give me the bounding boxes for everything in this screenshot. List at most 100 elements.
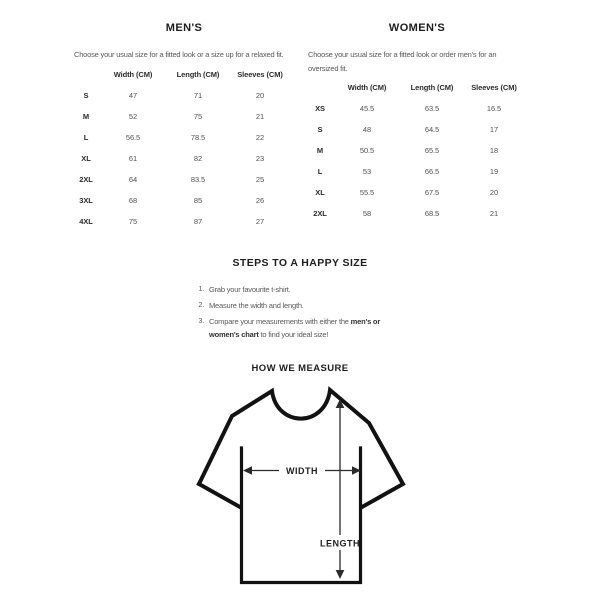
header-size-blank xyxy=(74,65,98,85)
step-number: 2. xyxy=(198,302,205,309)
header-width: Width (CM) xyxy=(113,69,153,79)
sleeves-value: 21 xyxy=(489,209,499,218)
length-value: 87 xyxy=(193,216,203,226)
mens-description: Choose your usual size for a fitted look… xyxy=(74,50,284,59)
length-label: LENGTH xyxy=(320,539,360,549)
size-label: 3XL xyxy=(79,195,93,205)
step-text: Grab your favourite t-shirt. xyxy=(209,285,291,294)
size-label: 4XL xyxy=(79,216,93,226)
mens-size-table: Width (CM) Length (CM) Sleeves (CM) S 47… xyxy=(74,65,294,232)
header-sleeves: Sleeves (CM) xyxy=(237,69,283,79)
step-number: 1. xyxy=(198,286,205,293)
table-row: L 56.5 78.5 22 xyxy=(74,127,294,148)
sleeves-value: 18 xyxy=(489,146,499,155)
table-row: XL 55.5 67.5 20 xyxy=(308,182,526,203)
width-value: 64 xyxy=(128,174,138,184)
tshirt-left-cuff xyxy=(196,481,243,510)
sleeves-value: 19 xyxy=(489,167,499,176)
mens-table-header-row: Width (CM) Length (CM) Sleeves (CM) xyxy=(74,65,294,85)
width-arrow: WIDTH xyxy=(243,462,361,479)
table-row: S 48 64.5 17 xyxy=(308,119,526,140)
sleeves-value: 23 xyxy=(255,153,265,163)
table-row: 3XL 68 85 26 xyxy=(74,190,294,211)
womens-size-table: Width (CM) Length (CM) Sleeves (CM) XS 4… xyxy=(308,78,526,224)
sleeves-value: 22 xyxy=(255,132,265,142)
sleeves-value: 17 xyxy=(489,125,499,134)
measure-title: HOW WE MEASURE xyxy=(251,363,349,374)
size-label: XL xyxy=(315,188,325,197)
womens-size-section: WOMEN'S Choose your usual size for a fit… xyxy=(308,22,526,224)
width-value: 55.5 xyxy=(359,188,375,197)
length-value: 85 xyxy=(193,195,203,205)
width-value: 52 xyxy=(128,111,138,121)
sleeves-value: 16.5 xyxy=(486,104,502,113)
table-row: XL 61 82 23 xyxy=(74,148,294,169)
table-row: S 47 71 20 xyxy=(74,85,294,106)
size-label: S xyxy=(317,125,323,134)
tshirt-diagram-icon: WIDTH LENGTH xyxy=(196,386,406,585)
width-value: 47 xyxy=(128,90,138,100)
header-width: Width (CM) xyxy=(347,83,387,92)
sleeves-value: 20 xyxy=(489,188,499,197)
steps-title: STEPS TO A HAPPY SIZE xyxy=(232,257,368,269)
size-label: 2XL xyxy=(313,209,327,218)
list-item: 3. Compare your measurements with either… xyxy=(196,315,391,341)
length-value: 63.5 xyxy=(424,104,440,113)
sleeves-value: 26 xyxy=(255,195,265,205)
step-number: 3. xyxy=(198,318,205,325)
size-label: 2XL xyxy=(79,174,93,184)
size-label: L xyxy=(83,132,89,142)
step-text: Measure the width and length. xyxy=(209,301,304,310)
mens-title: MEN'S xyxy=(165,22,203,34)
width-value: 50.5 xyxy=(359,146,375,155)
width-value: 58 xyxy=(362,209,372,218)
header-length: Length (CM) xyxy=(410,83,454,92)
sleeves-value: 25 xyxy=(255,174,265,184)
header-length: Length (CM) xyxy=(176,69,220,79)
womens-table-header-row: Width (CM) Length (CM) Sleeves (CM) xyxy=(308,78,526,98)
table-row: XS 45.5 63.5 16.5 xyxy=(308,98,526,119)
steps-list: 1. Grab your favourite t-shirt. 2. Measu… xyxy=(196,283,391,344)
size-label: M xyxy=(82,111,90,121)
sleeves-value: 21 xyxy=(255,111,265,121)
size-label: XL xyxy=(81,153,91,163)
length-value: 67.5 xyxy=(424,188,440,197)
table-row: 2XL 64 83.5 25 xyxy=(74,169,294,190)
tshirt-torso xyxy=(239,446,363,585)
length-value: 83.5 xyxy=(190,174,206,184)
width-value: 68 xyxy=(128,195,138,205)
mens-size-section: MEN'S Choose your usual size for a fitte… xyxy=(74,22,294,232)
length-value: 65.5 xyxy=(424,146,440,155)
table-row: 4XL 75 87 27 xyxy=(74,211,294,232)
width-value: 45.5 xyxy=(359,104,375,113)
table-row: 2XL 58 68.5 21 xyxy=(308,203,526,224)
womens-description: Choose your usual size for a fitted look… xyxy=(308,50,497,73)
table-row: M 52 75 21 xyxy=(74,106,294,127)
length-value: 66.5 xyxy=(424,167,440,176)
length-value: 82 xyxy=(193,153,203,163)
table-row: M 50.5 65.5 18 xyxy=(308,140,526,161)
width-value: 48 xyxy=(362,125,372,134)
length-value: 68.5 xyxy=(424,209,440,218)
width-value: 56.5 xyxy=(125,132,141,142)
size-label: M xyxy=(316,146,324,155)
width-value: 53 xyxy=(362,167,372,176)
sleeves-value: 20 xyxy=(255,90,265,100)
length-arrow: LENGTH xyxy=(320,399,360,579)
table-row: L 53 66.5 19 xyxy=(308,161,526,182)
size-label: S xyxy=(83,90,89,100)
length-value: 78.5 xyxy=(190,132,206,142)
womens-title: WOMEN'S xyxy=(388,22,446,34)
size-label: L xyxy=(317,167,323,176)
length-value: 75 xyxy=(193,111,203,121)
sleeves-value: 27 xyxy=(255,216,265,226)
width-label: WIDTH xyxy=(286,466,318,476)
list-item: 1. Grab your favourite t-shirt. xyxy=(196,283,391,296)
length-value: 64.5 xyxy=(424,125,440,134)
size-label: XS xyxy=(315,104,325,113)
tshirt-outline xyxy=(196,386,406,510)
length-value: 71 xyxy=(193,90,203,100)
list-item: 2. Measure the width and length. xyxy=(196,299,391,312)
step-text: Compare your measurements with either th… xyxy=(209,317,381,339)
